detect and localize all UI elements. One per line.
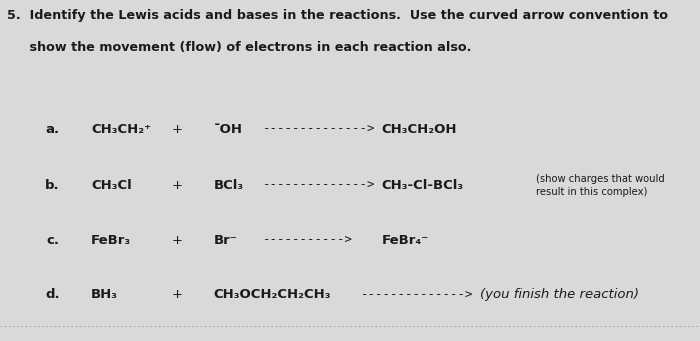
Text: b.: b. [46,179,60,192]
Text: -------------->: --------------> [262,179,375,192]
Text: (you finish the reaction): (you finish the reaction) [480,288,638,301]
Text: CH₃Cl: CH₃Cl [91,179,132,192]
Text: +: + [172,288,183,301]
Text: +: + [172,234,183,247]
Text: CH₃OCH₂CH₂CH₃: CH₃OCH₂CH₂CH₃ [214,288,331,301]
Text: ----------->: -----------> [262,234,353,247]
Text: CH₃-Cl-BCl₃: CH₃-Cl-BCl₃ [382,179,463,192]
Text: c.: c. [46,234,59,247]
Text: a.: a. [46,123,60,136]
Text: d.: d. [46,288,60,301]
Text: +: + [172,179,183,192]
Text: -------------->: --------------> [262,123,375,136]
Text: ¯OH: ¯OH [214,123,242,136]
Text: show the movement (flow) of electrons in each reaction also.: show the movement (flow) of electrons in… [7,41,471,54]
Text: BCl₃: BCl₃ [214,179,244,192]
Text: -------------->: --------------> [360,288,473,301]
Text: CH₃CH₂⁺: CH₃CH₂⁺ [91,123,151,136]
Text: FeBr₃: FeBr₃ [91,234,131,247]
Text: (show charges that would
result in this complex): (show charges that would result in this … [536,174,664,197]
Text: 5.  Identify the Lewis acids and bases in the reactions.  Use the curved arrow c: 5. Identify the Lewis acids and bases in… [7,9,668,21]
Text: CH₃CH₂OH: CH₃CH₂OH [382,123,457,136]
Text: FeBr₄⁻: FeBr₄⁻ [382,234,428,247]
Text: BH₃: BH₃ [91,288,118,301]
Text: Br⁻: Br⁻ [214,234,237,247]
Text: +: + [172,123,183,136]
